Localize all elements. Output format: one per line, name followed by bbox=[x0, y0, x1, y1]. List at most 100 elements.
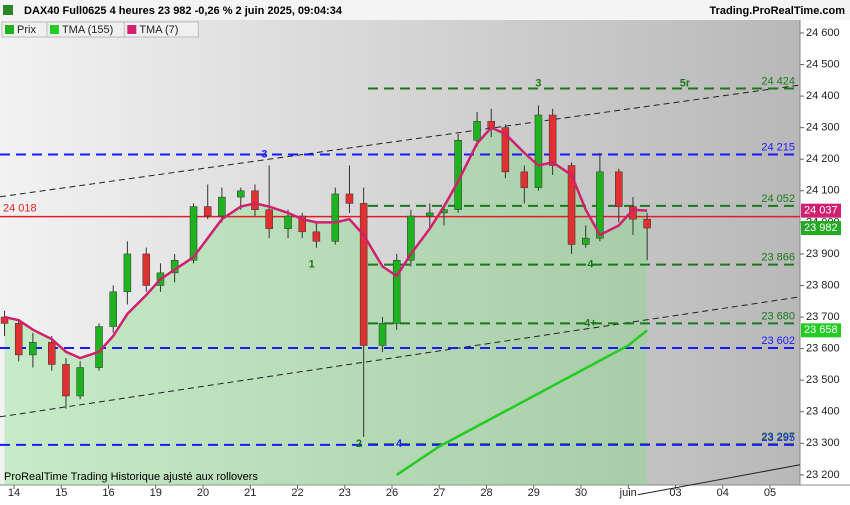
x-tick-label: 26 bbox=[386, 487, 398, 499]
x-tick-label: juin bbox=[619, 487, 637, 499]
candle-body bbox=[581, 237, 590, 245]
candle-body bbox=[48, 342, 56, 365]
price-box-label: 23 982 bbox=[804, 222, 838, 234]
y-tick-label: 23 500 bbox=[806, 374, 840, 386]
x-tick-label: 21 bbox=[244, 487, 256, 499]
candle-body bbox=[473, 121, 481, 141]
candle-body bbox=[643, 218, 651, 229]
x-tick-label: 15 bbox=[55, 487, 67, 499]
candle-body bbox=[142, 253, 151, 286]
candle-body bbox=[203, 206, 212, 217]
candle-body bbox=[615, 171, 623, 207]
legend-label: TMA (155) bbox=[62, 24, 113, 36]
footer: ProRealTime Trading Historique ajusté au… bbox=[4, 471, 258, 483]
candle-body bbox=[76, 367, 84, 397]
plot-area bbox=[0, 20, 800, 485]
legend-box bbox=[123, 21, 199, 38]
level-label: 23 680 bbox=[761, 310, 795, 322]
level-label: 23 866 bbox=[761, 252, 795, 264]
legend-label: Prix bbox=[17, 24, 36, 36]
y-tick-label: 23 300 bbox=[806, 437, 840, 449]
candle-body bbox=[312, 231, 321, 242]
legend-swatch bbox=[49, 25, 59, 34]
candle-body bbox=[426, 212, 434, 217]
x-tick-label: 04 bbox=[717, 487, 729, 499]
y-tick-label: 24 500 bbox=[806, 58, 840, 70]
candle-body bbox=[534, 114, 543, 188]
x-tick-label: 14 bbox=[8, 487, 20, 499]
y-tick-label: 24 200 bbox=[806, 153, 840, 165]
candle-body bbox=[218, 196, 226, 217]
candle-body bbox=[407, 215, 415, 261]
wave-label: 3 bbox=[535, 77, 541, 89]
x-tick-label: 16 bbox=[102, 487, 114, 499]
header-bar bbox=[0, 0, 850, 20]
legend-swatch bbox=[5, 25, 14, 34]
wave-label: 3 bbox=[261, 148, 267, 160]
candle-body bbox=[596, 171, 604, 239]
wave-label: 4 bbox=[396, 438, 403, 450]
icon bbox=[3, 5, 13, 15]
candle-body bbox=[29, 342, 37, 356]
y-tick-label: 23 800 bbox=[806, 279, 840, 291]
candle-body bbox=[62, 364, 70, 397]
wave-label: 4 bbox=[587, 259, 594, 271]
candle-body bbox=[109, 291, 117, 327]
level-label: 23 295 bbox=[761, 432, 795, 444]
x-tick-label: 27 bbox=[433, 487, 445, 499]
candle-body bbox=[298, 215, 306, 233]
candle-body bbox=[237, 190, 245, 198]
y-tick-label: 23 400 bbox=[806, 406, 840, 418]
y-tick-label: 23 900 bbox=[806, 248, 840, 260]
candle-body bbox=[123, 253, 132, 293]
wave-label: 2 bbox=[356, 438, 362, 450]
candle-body bbox=[95, 326, 103, 368]
candle-body bbox=[345, 193, 354, 204]
x-tick-label: 28 bbox=[480, 487, 492, 499]
price-box-label: 24 037 bbox=[804, 205, 838, 217]
ref-label: 24 018 bbox=[3, 203, 37, 215]
y-tick-label: 24 100 bbox=[806, 185, 840, 197]
x-tick-label: 20 bbox=[197, 487, 209, 499]
price-box bbox=[801, 221, 841, 236]
candle-body bbox=[501, 127, 510, 173]
level-label: 24 052 bbox=[761, 193, 795, 205]
candle-body bbox=[359, 203, 368, 346]
tma-line bbox=[4, 126, 648, 360]
candle-body bbox=[331, 193, 340, 242]
trend-line bbox=[0, 84, 801, 198]
y-tick-label: 23 700 bbox=[806, 311, 840, 323]
x-tick-label: 19 bbox=[150, 487, 162, 499]
x-tick-label: 23 bbox=[339, 487, 351, 499]
y-tick-label: 24 400 bbox=[806, 90, 840, 102]
candle-body bbox=[378, 323, 387, 346]
y-tick-label: 24 600 bbox=[806, 27, 840, 39]
price-box bbox=[801, 323, 841, 338]
header: DAX40 Full0625 4 heures 23 982 -0,26 % 2… bbox=[24, 5, 343, 17]
wave-label: 4+ bbox=[584, 317, 597, 329]
trend-line bbox=[637, 464, 801, 496]
level-label: 23 602 bbox=[761, 335, 795, 347]
candle-body bbox=[548, 114, 557, 166]
legend-label: TMA (7) bbox=[139, 24, 178, 36]
level-label: 24 424 bbox=[761, 75, 795, 87]
candle-body bbox=[14, 323, 23, 356]
level-label: 23 297 bbox=[761, 431, 795, 443]
x-tick-label: 29 bbox=[528, 487, 540, 499]
candle-body bbox=[189, 206, 198, 261]
y-tick-label: 24 300 bbox=[806, 122, 840, 134]
candle-body bbox=[520, 171, 529, 188]
legend-swatch bbox=[127, 25, 137, 34]
legend: Prix TMA (155) TMA (7) bbox=[1, 21, 199, 38]
candle-body bbox=[284, 215, 292, 229]
wave-label: 1 bbox=[309, 259, 315, 271]
candle-body bbox=[265, 209, 273, 229]
y-tick-label: 23 200 bbox=[806, 469, 840, 481]
y-tick-label: 23 600 bbox=[806, 343, 840, 355]
candle-body bbox=[567, 165, 576, 245]
site: Trading.ProRealTime.com bbox=[709, 5, 845, 17]
x-tick-label: 30 bbox=[575, 487, 587, 499]
price-box bbox=[801, 203, 841, 218]
